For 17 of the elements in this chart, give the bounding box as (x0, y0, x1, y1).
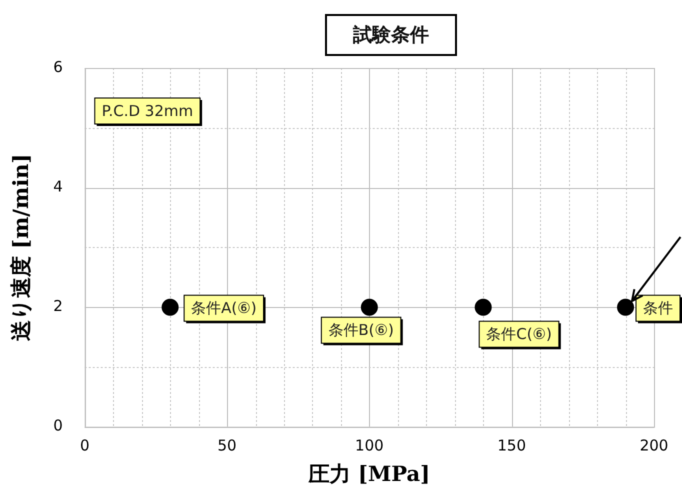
y-tick-label: 6 (53, 58, 63, 76)
x-tick-label: 0 (80, 436, 90, 455)
chart-title: 試験条件 (325, 14, 457, 56)
annotation: 条件A(⑥) (191, 299, 257, 318)
y-tick-label: 0 (53, 416, 63, 435)
y-tick-label: 4 (53, 177, 63, 196)
x-tick-label: 200 (640, 436, 668, 455)
x-tick-label: 150 (497, 436, 526, 455)
annotation: 条件C(⑥) (486, 325, 552, 344)
y-axis-title: 送り速度 [m/min] (8, 154, 34, 342)
y-tick-label: 2 (53, 297, 63, 316)
annotation: 条件 (643, 299, 673, 318)
annotation: 条件B(⑥) (328, 321, 394, 340)
annotation: P.C.D 32mm (102, 102, 194, 120)
x-tick-label: 50 (218, 436, 237, 455)
x-tick-label: 100 (355, 436, 384, 455)
x-axis-title: 圧力 [MPa] (308, 460, 430, 486)
